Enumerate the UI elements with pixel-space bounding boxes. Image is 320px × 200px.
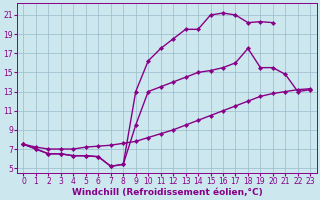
X-axis label: Windchill (Refroidissement éolien,°C): Windchill (Refroidissement éolien,°C) bbox=[72, 188, 262, 197]
